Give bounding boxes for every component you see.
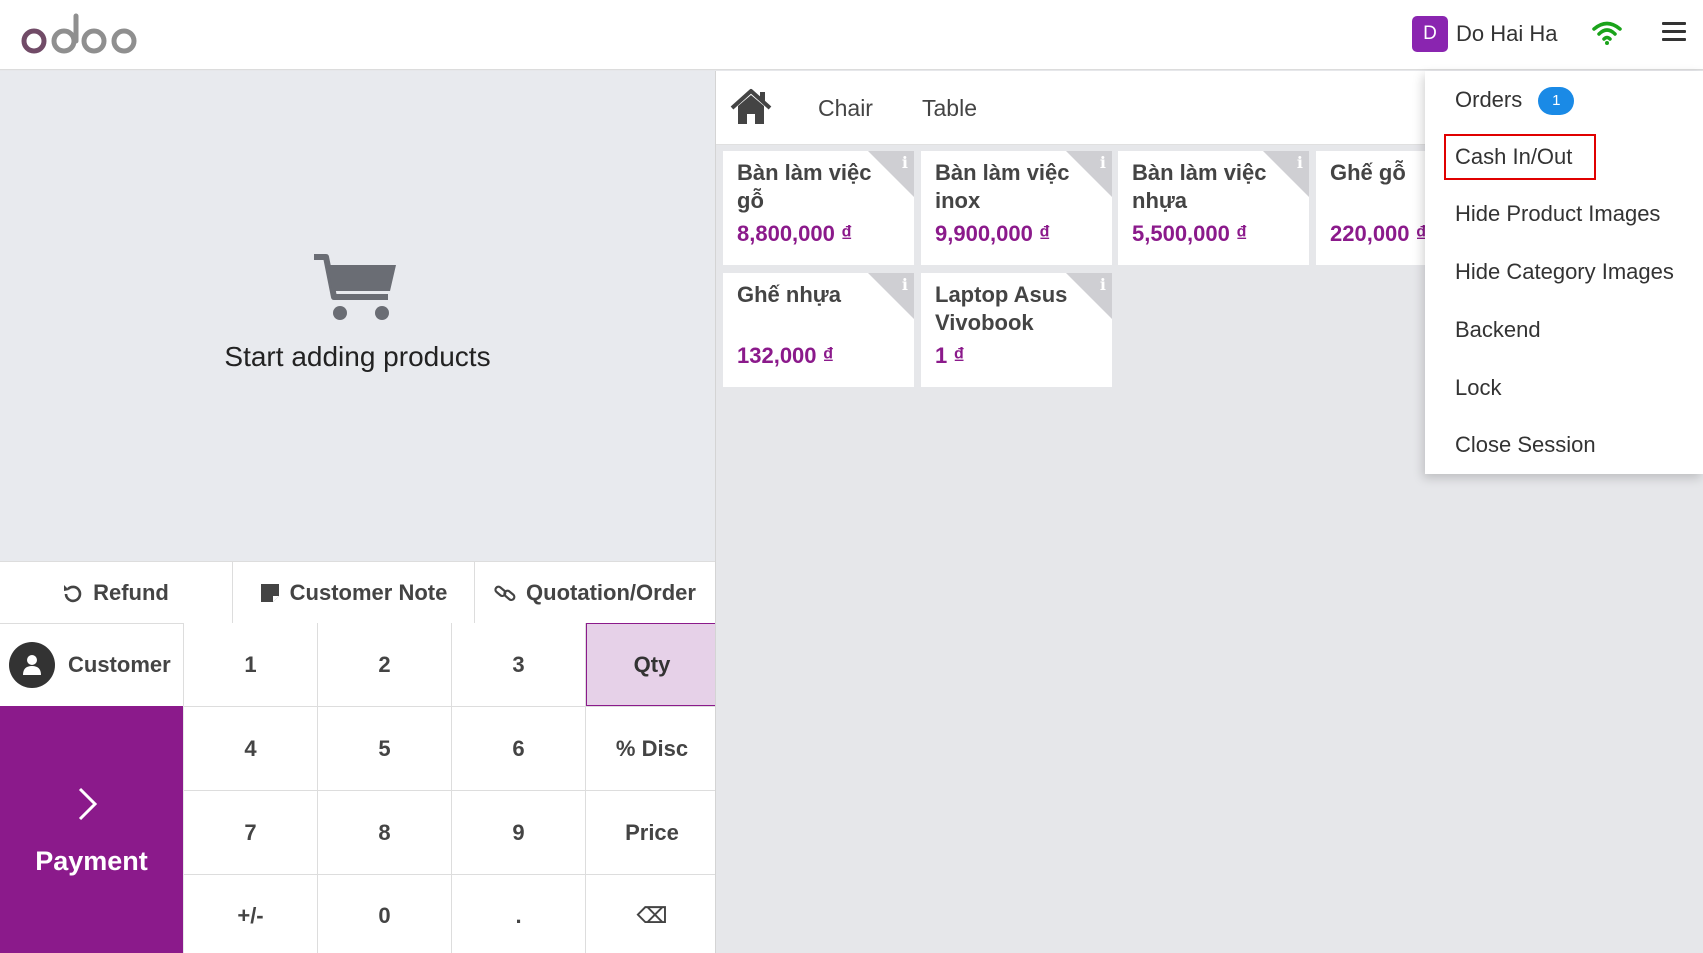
numpad-key-sign[interactable]: +/- bbox=[184, 875, 317, 953]
qty-mode-button[interactable]: Qty bbox=[586, 623, 718, 706]
customer-button[interactable]: Customer bbox=[0, 623, 184, 706]
numpad: 1 2 3 Qty 4 5 6 % Disc 7 8 9 Price +/- 0… bbox=[184, 623, 718, 953]
numpad-key-4[interactable]: 4 bbox=[184, 707, 317, 790]
product-name: Ghế nhựa bbox=[737, 282, 841, 307]
home-icon[interactable] bbox=[730, 88, 772, 126]
product-card[interactable]: Bàn làm việc gỗ 8,800,000 ₫ i bbox=[723, 151, 914, 265]
payment-label: Payment bbox=[35, 846, 148, 876]
category-chair[interactable]: Chair bbox=[818, 95, 873, 121]
hamburger-menu-icon[interactable] bbox=[1662, 22, 1686, 44]
orders-label: Orders bbox=[1455, 87, 1523, 112]
product-info-icon[interactable] bbox=[868, 151, 914, 197]
menu-item-backend[interactable]: Backend bbox=[1455, 317, 1541, 342]
menu-item-hide-category-images[interactable]: Hide Category Images bbox=[1455, 259, 1674, 284]
product-name: Bàn làm việc nhựa bbox=[1132, 160, 1267, 213]
user-name: Do Hai Ha bbox=[1456, 21, 1558, 46]
shopping-cart-icon bbox=[314, 254, 396, 320]
numpad-key-8[interactable]: 8 bbox=[318, 791, 451, 874]
numpad-key-9[interactable]: 9 bbox=[452, 791, 585, 874]
empty-order-message: Start adding products bbox=[224, 341, 491, 372]
person-icon bbox=[9, 642, 55, 688]
price-mode-button[interactable]: Price bbox=[586, 791, 718, 874]
odoo-logo bbox=[21, 13, 137, 54]
numpad-key-0[interactable]: 0 bbox=[318, 875, 451, 953]
product-price: 132,000 ₫ bbox=[737, 343, 834, 368]
customer-note-label: Customer Note bbox=[289, 580, 448, 605]
numpad-key-1[interactable]: 1 bbox=[184, 623, 317, 706]
numpad-key-3[interactable]: 3 bbox=[452, 623, 585, 706]
product-price: 8,800,000 ₫ bbox=[737, 221, 853, 246]
note-icon bbox=[260, 583, 280, 603]
menu-item-cash-in-out[interactable]: Cash In/Out bbox=[1455, 144, 1573, 169]
order-panel: Start adding products bbox=[0, 71, 715, 561]
numpad-key-7[interactable]: 7 bbox=[184, 791, 317, 874]
category-table[interactable]: Table bbox=[922, 95, 977, 121]
refund-button[interactable]: Refund bbox=[0, 562, 233, 624]
product-card[interactable]: Bàn làm việc nhựa 5,500,000 ₫ i bbox=[1118, 151, 1309, 265]
numpad-key-2[interactable]: 2 bbox=[318, 623, 451, 706]
menu-item-orders[interactable]: Orders 1 bbox=[1455, 87, 1575, 116]
backspace-button[interactable]: ⌫ bbox=[586, 875, 718, 953]
product-name: Bàn làm việc gỗ bbox=[737, 160, 872, 213]
user-avatar: D bbox=[1412, 16, 1448, 52]
wifi-icon[interactable] bbox=[1592, 20, 1622, 46]
numpad-key-6[interactable]: 6 bbox=[452, 707, 585, 790]
menu-item-hide-product-images[interactable]: Hide Product Images bbox=[1455, 201, 1661, 226]
chevron-right-icon bbox=[78, 787, 98, 821]
product-card[interactable]: Laptop Asus Vivobook 1 ₫ i bbox=[921, 273, 1112, 387]
product-name: Bàn làm việc inox bbox=[935, 160, 1070, 213]
menu-item-lock[interactable]: Lock bbox=[1455, 375, 1502, 400]
product-price: 220,000 ₫ bbox=[1330, 221, 1427, 246]
orders-count-badge: 1 bbox=[1538, 87, 1575, 116]
undo-icon bbox=[63, 583, 83, 603]
numpad-key-dot[interactable]: . bbox=[452, 875, 585, 953]
highlight-annotation-box bbox=[1444, 134, 1596, 180]
quotation-order-label: Quotation/Order bbox=[526, 580, 696, 605]
product-price: 1 ₫ bbox=[935, 343, 965, 368]
product-info-icon[interactable] bbox=[1066, 151, 1112, 197]
user-profile[interactable]: D Do Hai Ha bbox=[1412, 15, 1557, 53]
control-buttons: Refund Customer Note Quotation/Order bbox=[0, 561, 715, 624]
link-icon bbox=[494, 582, 516, 604]
customer-label: Customer bbox=[68, 652, 171, 677]
product-info-icon[interactable] bbox=[868, 273, 914, 319]
numpad-key-5[interactable]: 5 bbox=[318, 707, 451, 790]
product-card[interactable]: Ghế nhựa 132,000 ₫ i bbox=[723, 273, 914, 387]
product-card[interactable]: Bàn làm việc inox 9,900,000 ₫ i bbox=[921, 151, 1112, 265]
product-name: Laptop Asus Vivobook bbox=[935, 282, 1068, 335]
top-header: D Do Hai Ha bbox=[0, 0, 1703, 70]
quotation-order-button[interactable]: Quotation/Order bbox=[475, 562, 715, 624]
product-info-icon[interactable] bbox=[1263, 151, 1309, 197]
product-info-icon[interactable] bbox=[1066, 273, 1112, 319]
customer-note-button[interactable]: Customer Note bbox=[233, 562, 475, 624]
discount-mode-button[interactable]: % Disc bbox=[586, 707, 718, 790]
product-price: 5,500,000 ₫ bbox=[1132, 221, 1248, 246]
hamburger-dropdown-menu: Orders 1 Cash In/Out Hide Product Images … bbox=[1425, 71, 1703, 474]
payment-button[interactable]: Payment bbox=[0, 706, 183, 953]
product-name: Ghế gỗ bbox=[1330, 160, 1406, 185]
menu-item-close-session[interactable]: Close Session bbox=[1455, 432, 1596, 457]
refund-label: Refund bbox=[93, 580, 169, 605]
product-price: 9,900,000 ₫ bbox=[935, 221, 1051, 246]
